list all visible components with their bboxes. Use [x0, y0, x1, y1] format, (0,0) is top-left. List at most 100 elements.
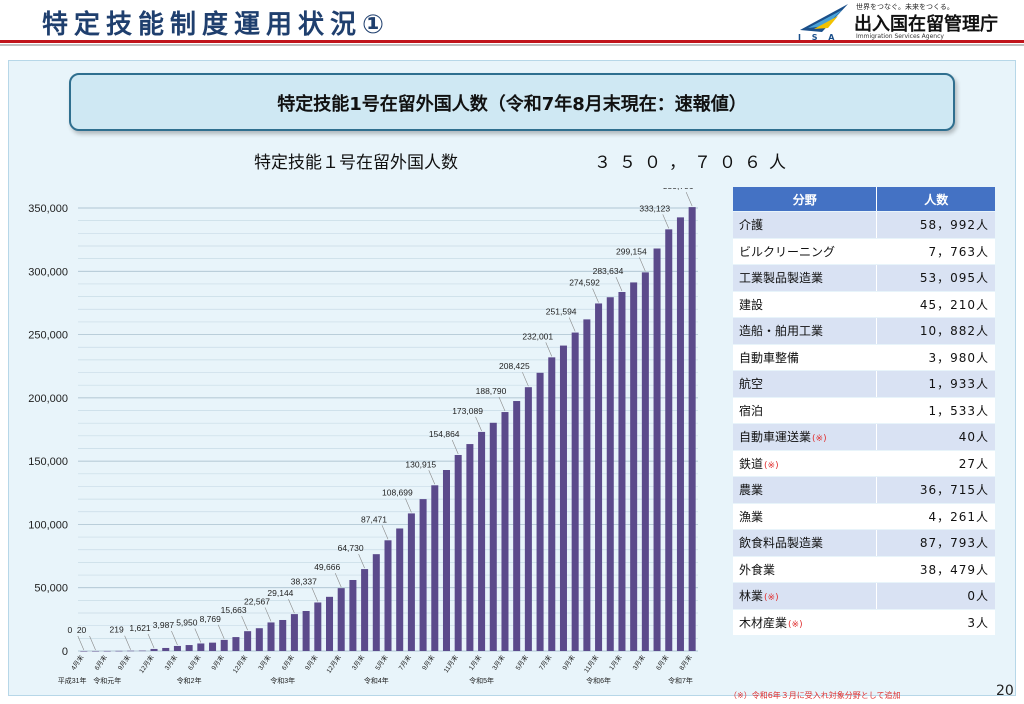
x-tick-label: 12月末 [230, 653, 249, 675]
bar [232, 637, 240, 651]
table-row: 飲食料品製造業 87，793人 [733, 530, 995, 556]
data-label-leader [405, 498, 412, 513]
page-number: 20 [996, 683, 1014, 699]
table-cell-count: 53，095人 [876, 265, 995, 291]
bar [641, 272, 649, 651]
data-label: 173,089 [452, 406, 483, 416]
table-header-row: 分野 人数 [733, 187, 995, 211]
added-field-mark: (※) [812, 434, 827, 445]
bar [150, 648, 158, 651]
data-label: 38,337 [291, 576, 317, 586]
isa-bird-logo-icon [800, 4, 848, 32]
table-cell-field: 造船・舶用工業 [733, 318, 877, 344]
table-cell-count: 38，479人 [876, 556, 995, 582]
data-label: 219 [110, 625, 124, 635]
table-row: 外食業 38，479人 [733, 556, 995, 582]
table-cell-field: 林業(※) [733, 583, 877, 609]
table-cell-field: 農業 [733, 477, 877, 503]
data-label-leader [241, 616, 248, 631]
table-row: 宿泊 1，533人 [733, 397, 995, 423]
x-tick-label: 11月末 [441, 653, 460, 675]
table-cell-count: 45，210人 [876, 291, 995, 317]
data-label-leader [498, 396, 506, 412]
bar [372, 554, 380, 651]
x-tick-label: 6月末 [653, 653, 670, 672]
bar [442, 470, 450, 651]
era-label: 令和元年 [93, 676, 121, 685]
data-label: 208,425 [499, 361, 530, 371]
data-label: 64,730 [338, 543, 364, 553]
x-tick-label: 11月末 [582, 653, 601, 675]
bar [630, 282, 638, 651]
data-label-leader [124, 635, 131, 650]
x-tick-label: 9月末 [560, 653, 577, 672]
data-label-leader [89, 635, 96, 651]
bar [302, 611, 310, 651]
title-underline-red [0, 40, 1024, 43]
table-cell-count: 40人 [876, 424, 995, 450]
table-cell-count: 10，882人 [876, 318, 995, 344]
x-tick-label: 3月末 [490, 653, 507, 672]
table-row: 造船・舶用工業 10，882人 [733, 318, 995, 344]
table-row: 自動車運送業(※) 40人 [733, 424, 995, 450]
bar [478, 431, 486, 651]
data-label: 251,594 [546, 307, 577, 317]
banner-text: 特定技能1号在留外国人数（令和7年8月末現在：速報値） [277, 94, 747, 115]
x-tick-label: 12月末 [324, 653, 343, 675]
summary-total-value: ３５０，７０６人 [594, 153, 794, 173]
x-tick-label: 9月末 [303, 653, 320, 672]
table-cell-field: 自動車整備 [733, 344, 877, 370]
data-label: 20 [77, 625, 87, 635]
bar [314, 602, 322, 651]
data-label-leader [615, 276, 623, 292]
field-name: 自動車整備 [739, 350, 800, 365]
table-header-count: 人数 [876, 187, 995, 211]
table-row: 航空 1，933人 [733, 371, 995, 397]
data-label: 15,663 [221, 605, 247, 615]
x-tick-label: 1月末 [466, 653, 483, 672]
bar [349, 579, 357, 651]
bar [524, 387, 532, 651]
table-cell-count: 58，992人 [876, 212, 995, 238]
chart-data-labels: 0 20 219 1,621 3,987 5,950 8,76915,66322,56729… [67, 188, 694, 651]
x-tick-label: 3月末 [256, 653, 273, 672]
x-tick-label: 4月末 [69, 653, 86, 672]
era-label: 令和6年 [586, 676, 611, 685]
bar [267, 622, 275, 651]
bar [80, 651, 88, 652]
bar [407, 513, 415, 651]
table-cell-count: 7，763人 [876, 238, 995, 264]
x-tick-label: 6月末 [92, 653, 109, 672]
field-breakdown-table: 分野 人数 介護 58，992人 ビルクリーニング 7，763人 工業製品製造業 53，0… [733, 186, 995, 636]
table-header-field: 分野 [733, 187, 877, 211]
data-label-leader [545, 342, 553, 357]
bar [454, 454, 462, 651]
bar [92, 650, 100, 652]
summary-label: 特定技能１号在留外国人数 [254, 153, 458, 173]
y-tick-label: 0 [62, 646, 68, 658]
data-label: 299,154 [616, 246, 647, 256]
bar [536, 372, 544, 651]
bar [431, 485, 439, 651]
data-label-leader [358, 553, 365, 569]
x-tick-label: 9月末 [209, 653, 226, 672]
bar [513, 401, 521, 651]
x-tick-label: 3月末 [349, 653, 366, 672]
bar [326, 596, 334, 651]
slide-header: 特定技能制度運用状況① I S A 世界をつなぐ。未来をつくる。 出入国在留管理… [0, 0, 1024, 50]
table-cell-field: 飲食料品製造業 [733, 530, 877, 556]
table-cell-field: 工業製品製造業 [733, 265, 877, 291]
table-cell-count: 3，980人 [876, 344, 995, 370]
logo-tagline: 世界をつなぐ。未来をつくる。 [856, 3, 954, 11]
data-label-leader [334, 573, 342, 588]
bar [103, 650, 111, 652]
table-cell-field: 航空 [733, 371, 877, 397]
data-label-leader [662, 214, 670, 229]
data-label-leader [428, 470, 436, 485]
data-label: 8,769 [200, 614, 222, 624]
y-tick-label: 50,000 [34, 583, 68, 595]
data-label: 1,621 [129, 623, 151, 633]
table-cell-field: 介護 [733, 212, 877, 238]
field-name: 造船・舶用工業 [739, 324, 824, 339]
field-name: 林業 [739, 589, 764, 604]
